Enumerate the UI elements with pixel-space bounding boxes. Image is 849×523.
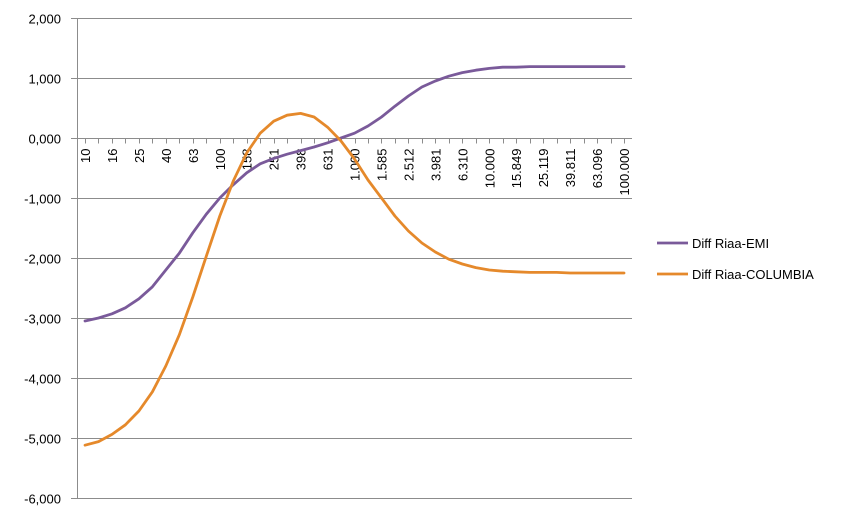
- series-line-emi: [83, 65, 626, 323]
- x-tick-label: 6.310: [455, 149, 470, 182]
- y-tick-label: -4,000: [24, 372, 61, 387]
- x-tick-label: 100: [213, 149, 228, 171]
- x-tick-label: 2.512: [401, 149, 416, 182]
- series-line-columbia: [83, 112, 626, 447]
- x-tick-label: 63.096: [590, 149, 605, 189]
- y-axis: 2,000 1,000 0,000 -1,000 -2,000 -3,000 -4,000 -…: [24, 12, 78, 507]
- y-tick-label: 1,000: [28, 72, 61, 87]
- y-tick-label: -3,000: [24, 312, 61, 327]
- legend: Diff Riaa-EMI Diff Riaa-COLUMBIA: [657, 236, 814, 282]
- x-tick-label: 25.119: [536, 149, 551, 188]
- x-tick-label: 39.811: [563, 149, 578, 188]
- y-tick-label: 0,000: [28, 132, 61, 147]
- x-tick-label: 25: [132, 149, 147, 163]
- x-tick-label: 10.000: [482, 149, 497, 189]
- x-tick-label: 40: [159, 149, 174, 163]
- y-tick-label: -1,000: [24, 192, 61, 207]
- x-tick-label: 15.849: [509, 149, 524, 189]
- x-tick-label: 10: [78, 149, 93, 163]
- x-tick-label: 3.981: [428, 149, 443, 182]
- legend-label: Diff Riaa-COLUMBIA: [692, 267, 814, 282]
- x-tick-label: 16: [105, 149, 120, 163]
- x-axis: 10 16 25 40 63 100 158 251 398 631 1.000 1.585 2.512…: [77, 138, 632, 196]
- legend-label: Diff Riaa-EMI: [692, 236, 769, 251]
- y-tick-label: -5,000: [24, 432, 61, 447]
- x-tick-label: 100.000: [617, 149, 632, 196]
- y-tick-label: -2,000: [24, 252, 61, 267]
- x-tick-label: 1.585: [374, 149, 389, 182]
- x-tick-label: 398: [294, 149, 309, 171]
- y-tick-label: 2,000: [28, 12, 61, 27]
- y-tick-label: -6,000: [24, 492, 61, 507]
- series-group: [83, 65, 626, 447]
- x-tick-label: 158: [240, 149, 255, 171]
- x-tick-label: 631: [321, 149, 336, 171]
- x-tick-label: 63: [186, 149, 201, 163]
